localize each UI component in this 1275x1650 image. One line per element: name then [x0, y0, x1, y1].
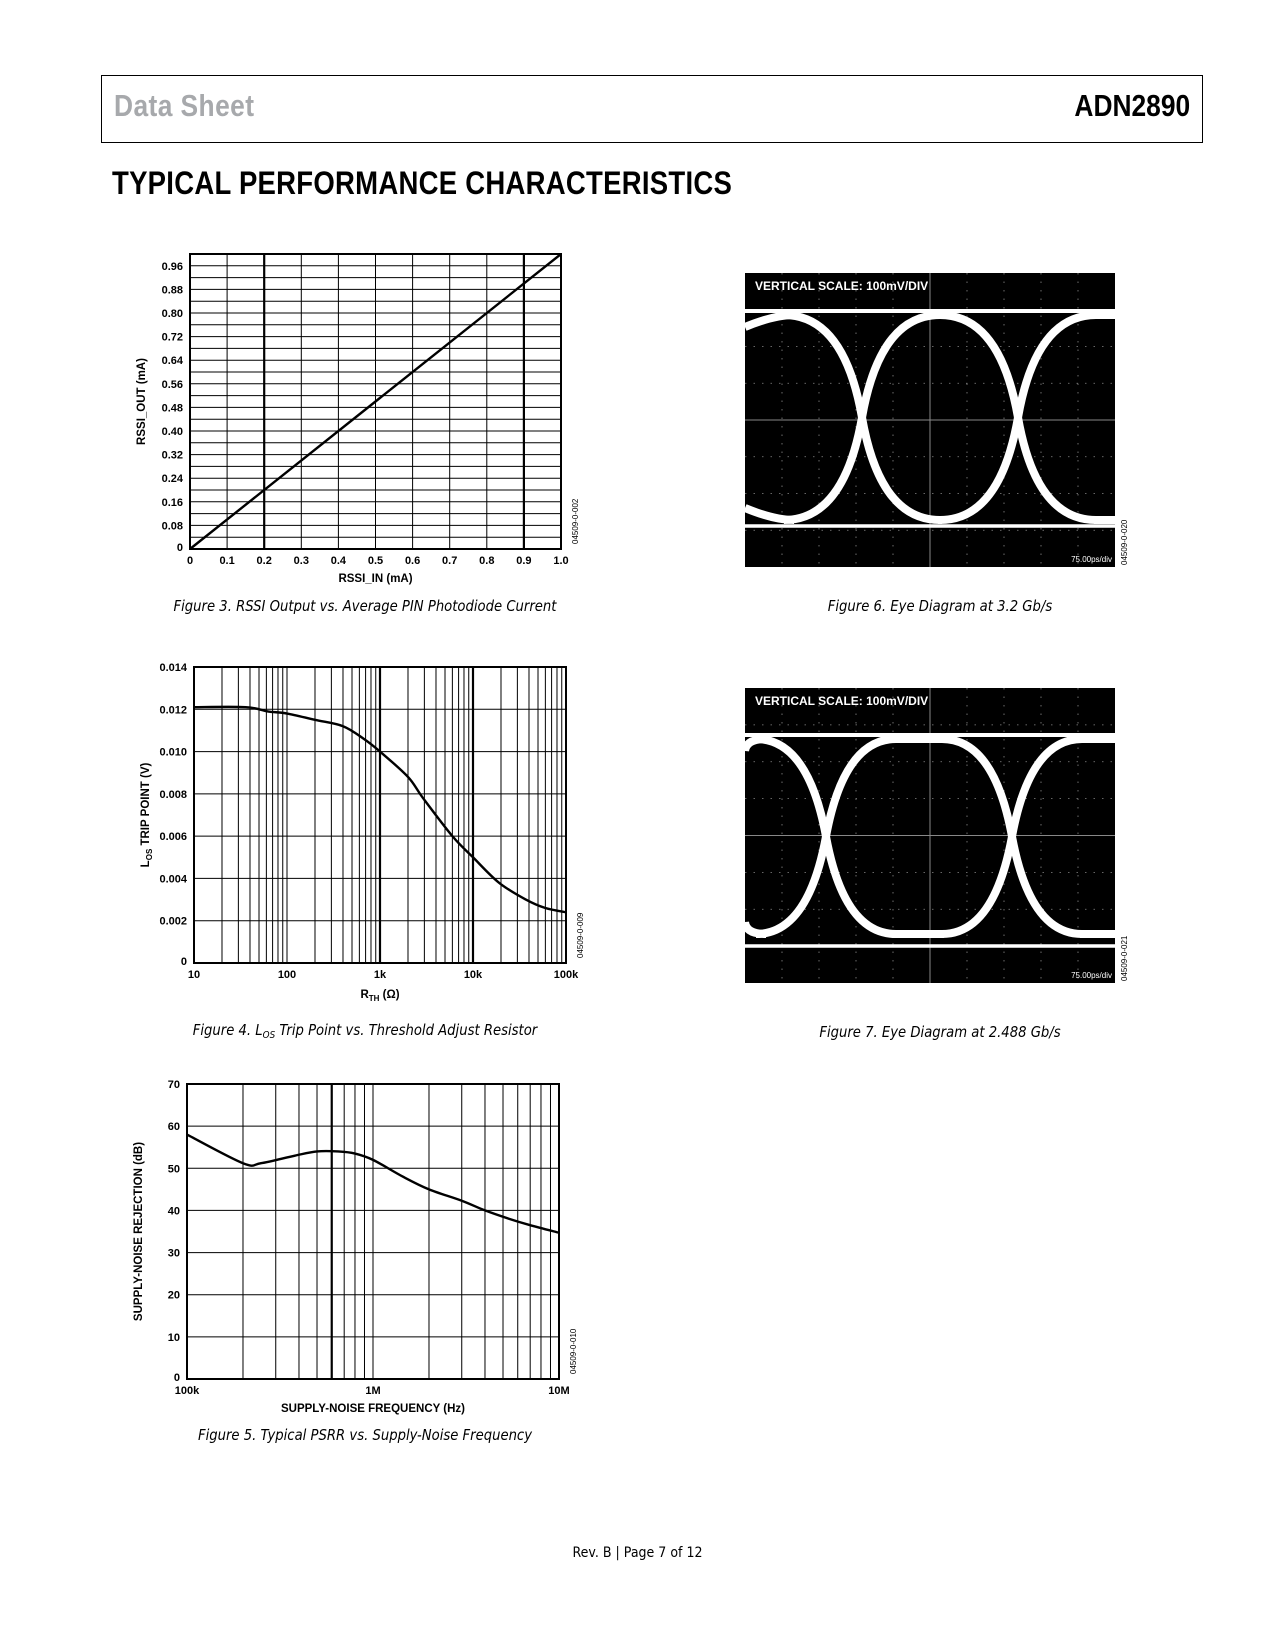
trace-falling-edge — [783, 311, 941, 524]
y-axis-label: RSSI_OUT (mA) — [136, 358, 148, 445]
y-tick-label: 70 — [168, 1079, 180, 1091]
y-tick-label: 60 — [168, 1121, 180, 1133]
y-tick-label: 0.24 — [162, 473, 184, 485]
y-tick-label: 0 — [174, 1372, 180, 1384]
caption-fig6: Figure 6. Eye Diagram at 3.2 Gb/s — [827, 597, 1053, 615]
y-tick-label: 0.64 — [162, 355, 184, 367]
x-tick-label: 100 — [278, 969, 296, 981]
y-tick-label: 0.32 — [162, 450, 183, 462]
caption-fig7: Figure 7. Eye Diagram at 2.488 Gb/s — [819, 1023, 1061, 1041]
x-tick-label: 0.4 — [331, 555, 347, 567]
x-tick-label: 0 — [187, 555, 193, 567]
series-line — [186, 1133, 560, 1234]
x-tick-label: 0.7 — [442, 555, 457, 567]
y-tick-label: 0.008 — [159, 789, 187, 801]
caption-fig4-b: Trip Point vs. Threshold Adjust Resistor — [275, 1021, 538, 1039]
x-tick-label: 0.3 — [294, 555, 309, 567]
y-tick-label: 10 — [168, 1332, 180, 1344]
x-tick-label: 0.9 — [516, 555, 531, 567]
y-tick-label: 50 — [168, 1163, 180, 1175]
eye-diagram-3g2: VERTICAL SCALE: 100mV/DIV 75.00ps/div 0450… — [743, 273, 1129, 567]
page-header: Data Sheet ADN2890 — [101, 75, 1203, 143]
chart-psrr: 100k 1M 10M 0 10 20 30 40 50 60 70 SUPPLY-NOISE FRE… — [133, 1079, 578, 1415]
y-tick-label: 0.88 — [162, 284, 183, 296]
figure-id: 04509-0-009 — [576, 912, 585, 958]
y-tick-label: 0 — [177, 542, 183, 554]
x-axis-label-sub: TH — [369, 994, 380, 1003]
caption-fig5: Figure 5. Typical PSRR vs. Supply-Noise … — [197, 1426, 533, 1444]
plot-frame — [189, 253, 562, 550]
vertical-scale-label: VERTICAL SCALE: 100mV/DIV — [755, 694, 928, 708]
part-number: ADN2890 — [1074, 88, 1190, 123]
x-tick-label: 1k — [374, 969, 387, 981]
x-tick-label: 100k — [554, 969, 579, 981]
y-tick-label: 20 — [168, 1290, 180, 1302]
page-footer: Rev. B | Page 7 of 12 — [572, 1545, 703, 1561]
x-tick-label: 0.8 — [479, 555, 494, 567]
y-tick-label: 0.56 — [162, 379, 183, 391]
x-tick-label: 10 — [188, 969, 200, 981]
trace-falling-edge — [941, 735, 1083, 938]
y-tick-label: 0.014 — [159, 662, 187, 674]
caption-fig4-a: Figure 4. L — [192, 1021, 263, 1039]
caption-fig4: Figure 4. LOS Trip Point vs. Threshold A… — [158, 1021, 572, 1041]
x-tick-label: 0.1 — [219, 555, 234, 567]
y-axis-label: LOS TRIP POINT (V) — [140, 763, 154, 868]
y-tick-label: 0.72 — [162, 332, 183, 344]
y-axis-label-main: L — [140, 860, 152, 867]
plot-frame — [186, 1083, 560, 1380]
chart-los-trip: 10 100 1k 10k 100k 0 0.002 0.004 0.006 0.008 0.010… — [140, 662, 585, 1003]
x-axis-label-unit: (Ω) — [379, 989, 399, 1001]
x-tick-label: 10M — [548, 1385, 569, 1397]
vertical-scale-label: VERTICAL SCALE: 100mV/DIV — [755, 279, 928, 293]
chart-rssi: 0 0.1 0.2 0.3 0.4 0.5 0.6 0.7 0.8 0.9 1.0 0 0.08 0.16… — [136, 253, 580, 585]
time-scale-label: 75.00ps/div — [1071, 555, 1112, 564]
y-tick-label: 0.002 — [159, 916, 187, 928]
x-tick-label: 1M — [365, 1385, 380, 1397]
plot-frame — [193, 666, 567, 964]
section-title: TYPICAL PERFORMANCE CHARACTERISTICS — [112, 165, 733, 201]
x-tick-label: 0.5 — [368, 555, 383, 567]
caption-fig3: Figure 3. RSSI Output vs. Average PIN Ph… — [173, 597, 557, 615]
y-tick-label: 0.010 — [159, 747, 187, 759]
y-axis-label-rest: TRIP POINT (V) — [140, 763, 152, 849]
series-line — [189, 253, 562, 550]
y-tick-label: 40 — [168, 1205, 180, 1217]
y-axis-label: SUPPLY-NOISE REJECTION (dB) — [133, 1142, 145, 1321]
x-axis-label: SUPPLY-NOISE FREQUENCY (Hz) — [281, 1403, 465, 1415]
y-tick-label: 0.012 — [159, 704, 187, 716]
figure-id: 04509-0-002 — [571, 498, 580, 544]
y-tick-label: 0 — [181, 956, 187, 968]
x-tick-label: 100k — [175, 1385, 200, 1397]
figure-id: 04509-0-010 — [569, 1328, 578, 1374]
y-tick-label: 0.40 — [162, 426, 183, 438]
y-tick-label: 0.96 — [162, 261, 183, 273]
y-axis-label-sub: OS — [145, 848, 154, 860]
y-tick-label: 0.80 — [162, 308, 183, 320]
x-tick-label: 10k — [464, 969, 483, 981]
x-axis-label: RTH (Ω) — [360, 989, 399, 1003]
x-tick-label: 0.2 — [257, 555, 272, 567]
trace-falling-edge — [755, 735, 897, 938]
doc-type: Data Sheet — [114, 88, 255, 123]
time-scale-label: 75.00ps/div — [1071, 971, 1112, 980]
y-tick-label: 30 — [168, 1248, 180, 1260]
x-tick-label: 0.6 — [405, 555, 420, 567]
x-tick-label: 1.0 — [553, 555, 568, 567]
y-tick-label: 0.48 — [162, 402, 183, 414]
caption-fig4-sub: OS — [262, 1030, 276, 1041]
y-tick-label: 0.004 — [159, 873, 187, 885]
y-tick-label: 0.16 — [162, 497, 183, 509]
y-tick-label: 0.08 — [162, 520, 183, 532]
figure-id: 04509-0-021 — [1120, 935, 1129, 981]
figure-id: 04509-0-020 — [1120, 519, 1129, 565]
x-axis-label: RSSI_IN (mA) — [338, 573, 412, 585]
series-line — [193, 705, 567, 914]
y-tick-label: 0.006 — [159, 831, 187, 843]
trace-falling-edge — [939, 311, 1097, 524]
x-axis-label-main: R — [360, 989, 369, 1001]
eye-diagram-2g488: VERTICAL SCALE: 100mV/DIV 75.00ps/div 0450… — [741, 688, 1129, 983]
